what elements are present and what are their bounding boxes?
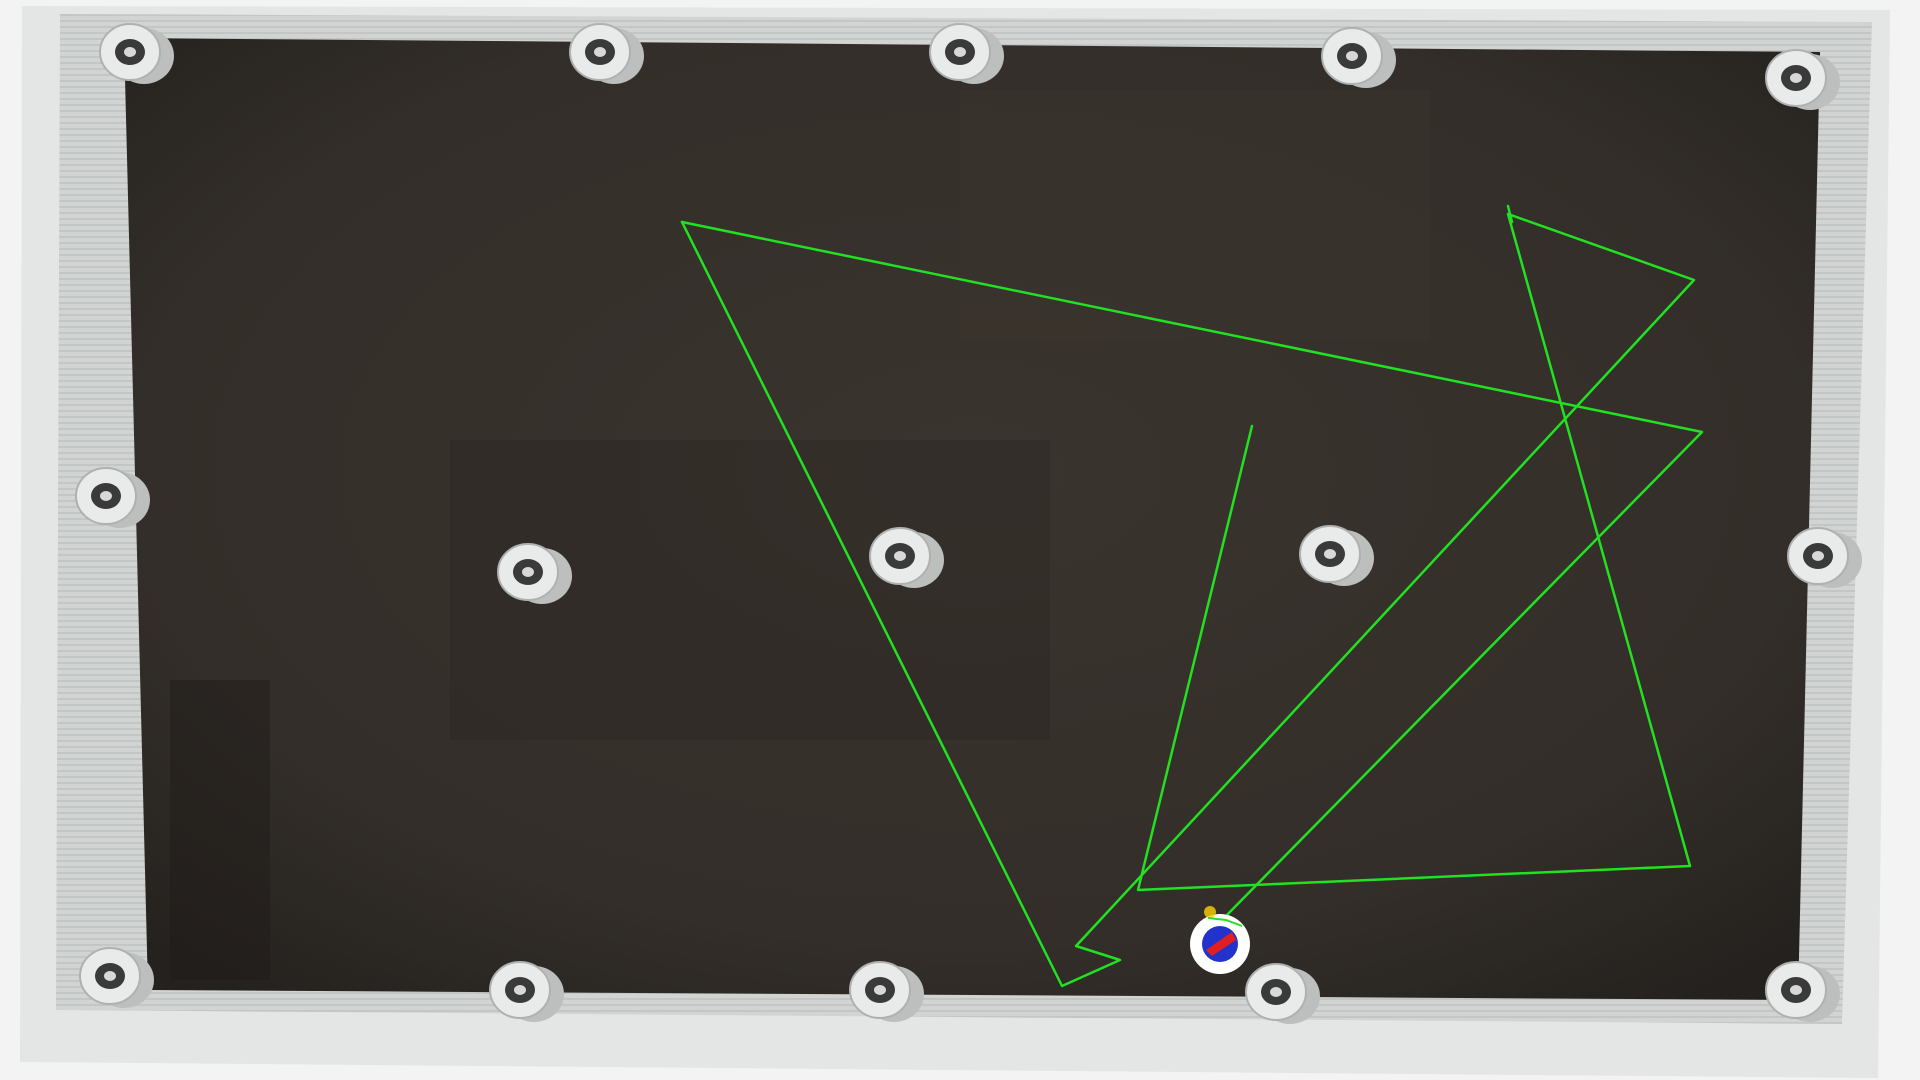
reflection-left bbox=[170, 680, 270, 980]
post-icon bbox=[79, 947, 154, 1008]
post-icon bbox=[1787, 527, 1862, 588]
post-icon bbox=[849, 961, 924, 1022]
post-icon bbox=[569, 23, 644, 84]
post-icon bbox=[1321, 27, 1396, 88]
post-icon bbox=[1299, 525, 1374, 586]
post-icon bbox=[497, 543, 572, 604]
post-icon bbox=[1765, 49, 1840, 110]
trajectory-icon bbox=[680, 212, 1696, 988]
reflection-upper bbox=[960, 90, 1430, 340]
trajectory-icon bbox=[1506, 204, 1514, 224]
post-icon bbox=[929, 23, 1004, 84]
post-icon bbox=[75, 467, 150, 528]
post-group bbox=[75, 23, 1862, 1024]
cue-ball-group bbox=[1190, 906, 1250, 974]
post-icon bbox=[1245, 963, 1320, 1024]
post-icon bbox=[489, 961, 564, 1022]
post-icon bbox=[869, 527, 944, 588]
post-icon bbox=[99, 23, 174, 84]
table-cloth bbox=[124, 38, 1820, 1000]
post-icon bbox=[1765, 961, 1840, 1022]
cue-ball-icon bbox=[1190, 906, 1250, 974]
